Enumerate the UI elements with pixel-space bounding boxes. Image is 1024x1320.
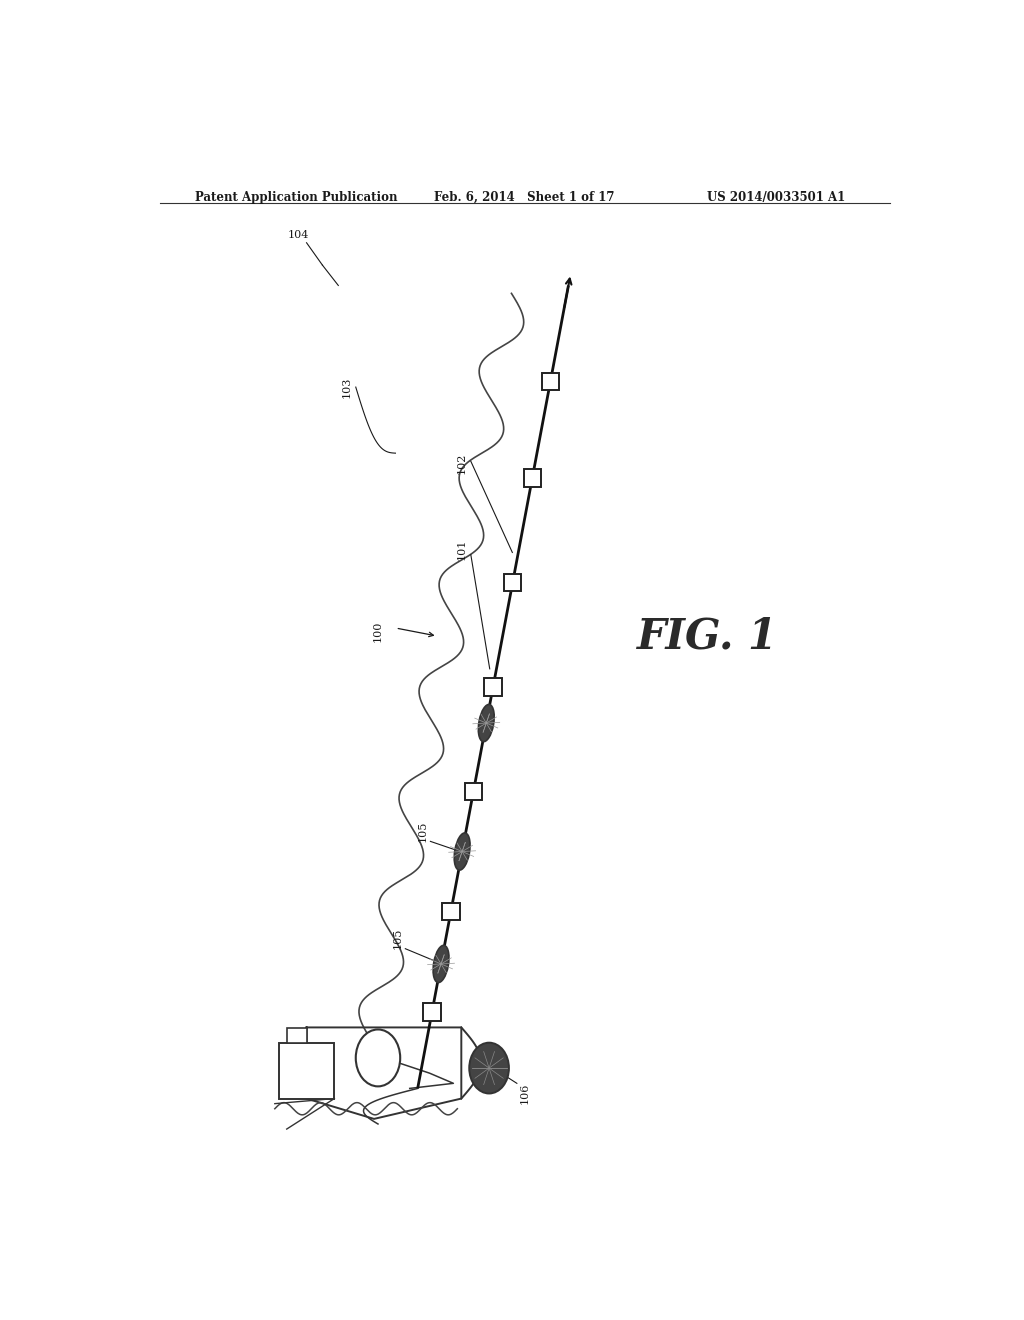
Text: 106: 106 [520,1082,529,1104]
Text: Patent Application Publication: Patent Application Publication [196,191,398,203]
Ellipse shape [455,833,470,870]
FancyBboxPatch shape [465,783,482,800]
Text: 105: 105 [418,821,427,842]
Text: 102: 102 [457,453,466,474]
Text: 101: 101 [457,539,466,561]
FancyBboxPatch shape [523,470,541,487]
Circle shape [469,1043,509,1093]
Text: US 2014/0033501 A1: US 2014/0033501 A1 [708,191,846,203]
Circle shape [355,1030,400,1086]
FancyBboxPatch shape [542,374,559,391]
Ellipse shape [433,945,449,982]
Text: 100: 100 [373,620,383,642]
Bar [279,1043,334,1098]
Text: 104: 104 [288,230,309,240]
Text: 103: 103 [341,376,351,397]
FancyBboxPatch shape [504,574,521,591]
Bar [287,1028,306,1043]
Text: 105: 105 [392,928,402,949]
FancyBboxPatch shape [442,903,460,920]
Ellipse shape [478,705,495,742]
Text: Feb. 6, 2014   Sheet 1 of 17: Feb. 6, 2014 Sheet 1 of 17 [433,191,614,203]
Text: FIG. 1: FIG. 1 [637,615,778,657]
FancyBboxPatch shape [423,1003,440,1020]
FancyBboxPatch shape [484,678,502,696]
